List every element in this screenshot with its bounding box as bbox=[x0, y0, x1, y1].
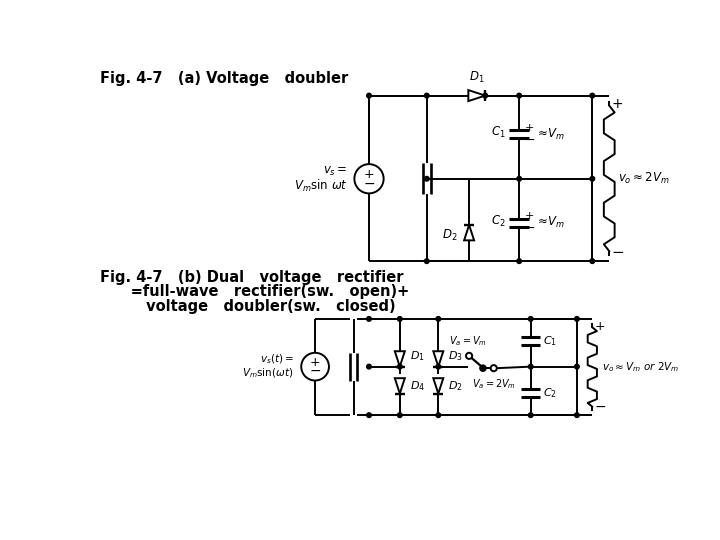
Text: +: + bbox=[364, 167, 374, 181]
Circle shape bbox=[528, 364, 533, 369]
Text: Fig. 4-7   (a) Voltage   doubler: Fig. 4-7 (a) Voltage doubler bbox=[99, 71, 348, 86]
Text: $C_1$: $C_1$ bbox=[543, 334, 557, 348]
Text: $v_s =$: $v_s =$ bbox=[323, 165, 348, 178]
Circle shape bbox=[397, 364, 402, 369]
Circle shape bbox=[366, 364, 372, 369]
Text: $D_1$: $D_1$ bbox=[469, 70, 485, 85]
Circle shape bbox=[425, 259, 429, 264]
Circle shape bbox=[425, 93, 429, 98]
Text: $D_4$: $D_4$ bbox=[410, 379, 425, 393]
Text: $V_m \sin\,\omega t$: $V_m \sin\,\omega t$ bbox=[294, 178, 348, 194]
Text: =full-wave   rectifier(sw.   open)+: =full-wave rectifier(sw. open)+ bbox=[99, 285, 409, 300]
Text: $v_s(t) =$: $v_s(t) =$ bbox=[259, 352, 294, 366]
Circle shape bbox=[397, 316, 402, 321]
Text: +: + bbox=[525, 212, 534, 221]
Circle shape bbox=[436, 316, 441, 321]
Circle shape bbox=[480, 365, 486, 372]
Text: $\approx\!V_m$: $\approx\!V_m$ bbox=[534, 215, 564, 230]
Circle shape bbox=[590, 259, 595, 264]
Text: $C_2$: $C_2$ bbox=[492, 213, 506, 228]
Circle shape bbox=[366, 93, 372, 98]
Circle shape bbox=[436, 413, 441, 417]
Text: −: − bbox=[525, 222, 535, 235]
Text: +: + bbox=[611, 97, 624, 111]
Polygon shape bbox=[464, 225, 474, 240]
Text: $v_o \approx V_m$ or $2V_m$: $v_o \approx V_m$ or $2V_m$ bbox=[601, 360, 679, 374]
Polygon shape bbox=[433, 378, 444, 394]
Circle shape bbox=[466, 353, 472, 359]
Circle shape bbox=[366, 413, 372, 417]
Circle shape bbox=[575, 364, 579, 369]
Circle shape bbox=[397, 413, 402, 417]
Text: $V_a = 2V_m$: $V_a = 2V_m$ bbox=[472, 377, 516, 391]
Circle shape bbox=[490, 365, 497, 372]
Circle shape bbox=[517, 177, 521, 181]
Circle shape bbox=[575, 316, 579, 321]
Text: −: − bbox=[310, 364, 321, 378]
Text: $V_m \sin(\omega t)$: $V_m \sin(\omega t)$ bbox=[243, 366, 294, 380]
Text: $V_a = V_m$: $V_a = V_m$ bbox=[449, 334, 487, 348]
Circle shape bbox=[436, 364, 441, 369]
Circle shape bbox=[425, 177, 429, 181]
Text: $D_1$: $D_1$ bbox=[410, 349, 425, 363]
Text: voltage   doubler(sw.   closed): voltage doubler(sw. closed) bbox=[99, 299, 395, 314]
Text: $\approx\!V_m$: $\approx\!V_m$ bbox=[534, 126, 564, 141]
Text: +: + bbox=[595, 320, 606, 333]
Polygon shape bbox=[395, 351, 405, 367]
Polygon shape bbox=[468, 90, 485, 101]
Text: Fig. 4-7   (b) Dual   voltage   rectifier: Fig. 4-7 (b) Dual voltage rectifier bbox=[99, 270, 403, 285]
Text: −: − bbox=[595, 400, 606, 414]
Circle shape bbox=[575, 413, 579, 417]
Polygon shape bbox=[433, 351, 444, 367]
Text: −: − bbox=[611, 245, 624, 260]
Polygon shape bbox=[395, 378, 405, 394]
Text: −: − bbox=[525, 134, 535, 147]
Text: +: + bbox=[310, 355, 320, 368]
Text: $C_1$: $C_1$ bbox=[491, 125, 506, 140]
Circle shape bbox=[517, 93, 521, 98]
Text: $v_o \approx 2V_m$: $v_o \approx 2V_m$ bbox=[618, 171, 670, 186]
Circle shape bbox=[528, 316, 533, 321]
Circle shape bbox=[517, 259, 521, 264]
Text: −: − bbox=[363, 177, 375, 191]
Text: +: + bbox=[525, 123, 534, 133]
Text: $C_2$: $C_2$ bbox=[543, 386, 557, 400]
Circle shape bbox=[366, 316, 372, 321]
Circle shape bbox=[528, 413, 533, 417]
Circle shape bbox=[590, 177, 595, 181]
Text: $D_3$: $D_3$ bbox=[449, 349, 463, 363]
Text: $D_2$: $D_2$ bbox=[449, 379, 463, 393]
Text: $D_2$: $D_2$ bbox=[442, 227, 457, 242]
Circle shape bbox=[483, 93, 487, 98]
Circle shape bbox=[590, 93, 595, 98]
